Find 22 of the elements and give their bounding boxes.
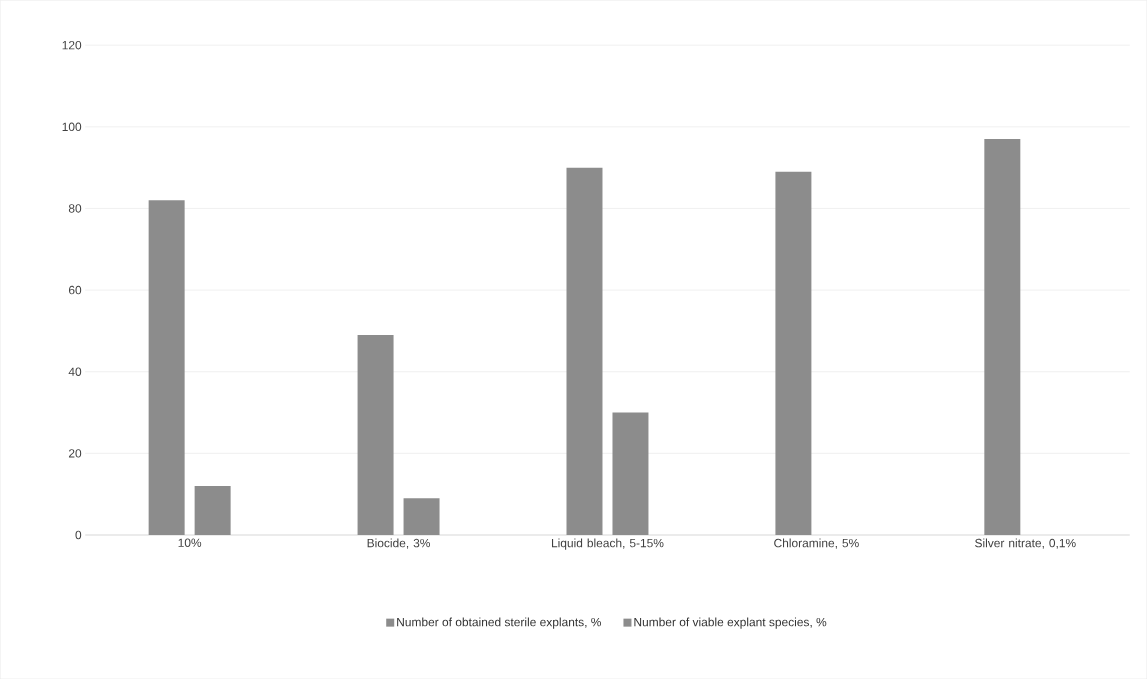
bar [148,200,185,535]
bar [775,171,812,535]
y-tick-label: 0 [75,530,82,540]
y-tick-label: 80 [68,204,82,213]
legend-label: Number of viable explant species, % [634,617,827,629]
bar [612,412,649,535]
x-tick-label: 10% [178,538,202,547]
y-tick-label: 60 [68,285,82,295]
x-tick-label: Chloramine, 5% [774,538,859,549]
x-tick-label: Biocide, 3% [367,538,430,549]
x-tick-label: Silver nitrate, 0,1% [975,538,1076,549]
legend-label: Number of obtained sterile explants, % [397,617,602,629]
y-tick-label: 20 [68,449,82,458]
x-tick-label: Liquid bleach, 5-15% [551,538,664,550]
bar [403,498,440,535]
y-tick-label: 40 [68,367,82,376]
bar [984,138,1021,535]
y-tick-label: 100 [62,122,82,131]
bar [357,334,394,535]
bar [566,167,603,535]
y-tick-label: 120 [62,40,82,50]
bar [194,485,231,535]
